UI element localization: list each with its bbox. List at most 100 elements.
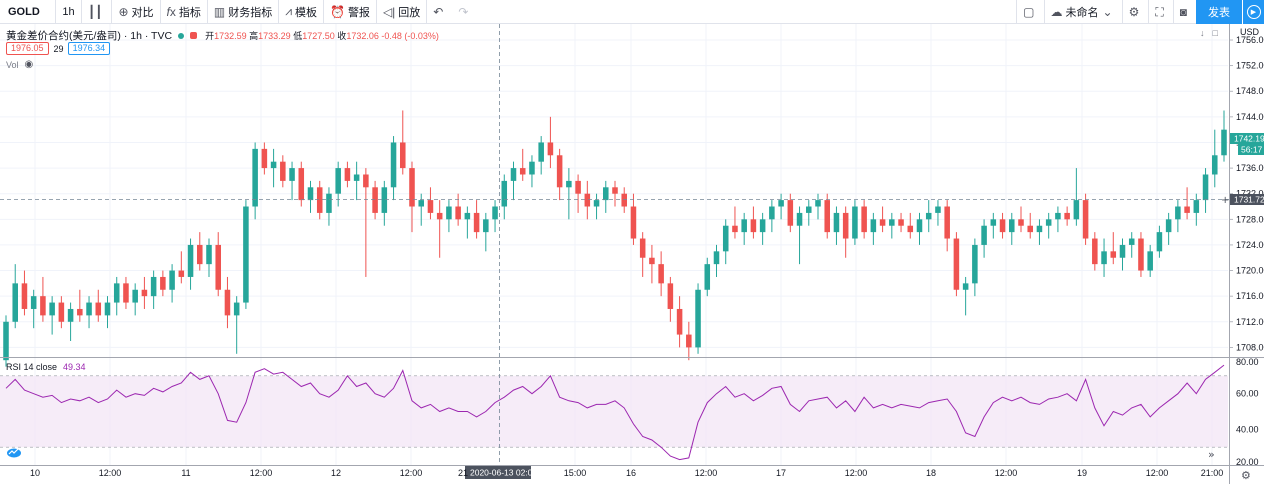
undo-icon: ↶: [433, 4, 444, 19]
maximize-pane-icon[interactable]: □: [1212, 28, 1218, 38]
candle-body: [538, 142, 544, 162]
candle-body: [1045, 219, 1052, 226]
fullscreen-button[interactable]: ⛶: [1148, 0, 1172, 24]
ohlc-values: 开1732.59 高1733.29 低1727.50 收1732.06 -0.4…: [205, 31, 439, 41]
play-button[interactable]: ▶: [1242, 0, 1264, 24]
candle-body: [1147, 251, 1153, 271]
candle-body: [566, 180, 572, 188]
candle-body: [667, 283, 674, 309]
candle-body: [49, 302, 55, 316]
chart-type-button[interactable]: ┃┃: [82, 0, 113, 24]
rsi-tick-label: 40.00: [1236, 424, 1259, 434]
redo-icon: ↷: [458, 4, 469, 19]
rsi-axis[interactable]: 80.00 60.00 40.00 20.00: [1236, 357, 1259, 467]
candle-body: [621, 193, 627, 207]
candle-body: [206, 244, 212, 265]
candle-body: [307, 187, 314, 201]
time-tick-label: 12:00: [400, 468, 423, 478]
function-icon: fx: [166, 4, 176, 19]
crosshair-plus-icon[interactable]: +: [1221, 195, 1229, 206]
move-down-icon[interactable]: ↓: [1200, 28, 1205, 38]
candle-body: [483, 219, 489, 233]
snapshot-button[interactable]: ◙: [1172, 0, 1196, 24]
top-toolbar: GOLD 1h ┃┃ ⊕ 对比 fx 指标 ▥ 财务指标 ⩘ 模板 ⏰ 警报 ◁| 回放 ↶…: [0, 0, 1264, 24]
candle-body: [427, 200, 434, 213]
time-tick-label: 12:00: [99, 468, 122, 478]
templates-button[interactable]: ⩘ 模板: [279, 0, 324, 24]
candle-body: [160, 276, 166, 290]
volume-label: Vol: [6, 59, 19, 70]
candle-body: [187, 244, 194, 277]
tradingview-logo-icon[interactable]: [7, 448, 21, 458]
scroll-to-latest-icon[interactable]: »: [1208, 448, 1215, 461]
candle-body: [815, 200, 821, 207]
price-tick-label: 1744.00: [1236, 112, 1264, 122]
candlestick-series: [3, 110, 1227, 367]
candle-body: [252, 148, 258, 207]
candle-body: [529, 161, 535, 175]
data-status-dot: [190, 32, 198, 39]
settings-button[interactable]: ⚙: [1121, 0, 1149, 24]
crosshair-price-badge: [1230, 194, 1264, 205]
redo-button[interactable]: ↷: [452, 0, 477, 24]
rsi-legend: RSI 14 close 49.34: [6, 362, 86, 372]
candle-body: [1018, 219, 1024, 226]
price-tick-label: 1720.00: [1236, 266, 1264, 276]
axis-settings-gear-icon[interactable]: ⚙: [1241, 469, 1251, 482]
candle-body: [104, 302, 111, 316]
candle-body: [418, 200, 424, 207]
indicators-button[interactable]: fx 指标: [161, 0, 208, 24]
candle-body: [30, 296, 37, 309]
layout-button[interactable]: ▢: [1016, 0, 1043, 24]
candle-body: [1082, 200, 1089, 239]
last-price-badge: [1230, 133, 1264, 144]
candle-body: [1221, 129, 1227, 156]
interval-button[interactable]: 1h: [56, 0, 82, 24]
candle-body: [150, 276, 157, 297]
candle-body: [556, 155, 563, 188]
candle-body: [916, 219, 923, 233]
candle-body: [1092, 238, 1098, 265]
candle-body: [1128, 238, 1135, 245]
candle-body: [695, 289, 701, 348]
candle-body: [547, 142, 554, 156]
symbol-title[interactable]: 黄金差价合约(美元/盎司) · 1h · TVC: [6, 30, 173, 42]
candle-body: [1036, 225, 1043, 233]
sell-button[interactable]: 1976.05: [6, 42, 49, 55]
undo-button[interactable]: ↶: [427, 0, 452, 24]
market-status-dot: [178, 32, 185, 39]
candle-body: [270, 161, 277, 169]
last-price-label: 1742.19: [1234, 134, 1264, 144]
candle-body: [806, 206, 812, 213]
candle-body: [1110, 251, 1117, 258]
candle-body: [759, 219, 766, 233]
time-tick-label: 19: [1077, 468, 1087, 478]
candle-body: [501, 180, 508, 207]
symbol-search-button[interactable]: GOLD: [0, 0, 56, 24]
time-tick-label: 12:00: [995, 468, 1018, 478]
buy-button[interactable]: 1976.34: [67, 42, 111, 55]
price-tick-label: 1728.00: [1236, 214, 1264, 224]
time-tick-label: 16: [626, 468, 636, 478]
candle-body: [584, 193, 591, 207]
candle-body: [1055, 212, 1061, 220]
financials-button[interactable]: ▥ 财务指标: [208, 0, 280, 24]
candle-body: [787, 200, 794, 226]
publish-button[interactable]: 发表: [1196, 0, 1242, 24]
compare-button[interactable]: ⊕ 对比: [112, 0, 161, 24]
gear-icon: ⚙: [1128, 5, 1140, 19]
price-tick-label: 1716.00: [1236, 291, 1264, 301]
time-axis[interactable]: 10 12:00 11 12:00 12 12:00 15:00 16 12:00 17 12:00…: [30, 468, 1223, 478]
currency-label[interactable]: USD: [1240, 27, 1260, 37]
candle-body: [113, 283, 120, 303]
candle-body: [390, 142, 397, 188]
replay-button[interactable]: ◁| 回放: [377, 0, 428, 24]
candle-body: [77, 308, 83, 316]
candle-body: [1175, 206, 1181, 220]
rsi-label[interactable]: RSI 14 close: [6, 362, 58, 372]
eye-icon[interactable]: ◉: [24, 59, 34, 70]
candle-body: [464, 212, 471, 220]
alerts-button[interactable]: ⏰ 警报: [324, 0, 377, 24]
save-layout-button[interactable]: ☁ 未命名 ⌄: [1043, 0, 1122, 24]
